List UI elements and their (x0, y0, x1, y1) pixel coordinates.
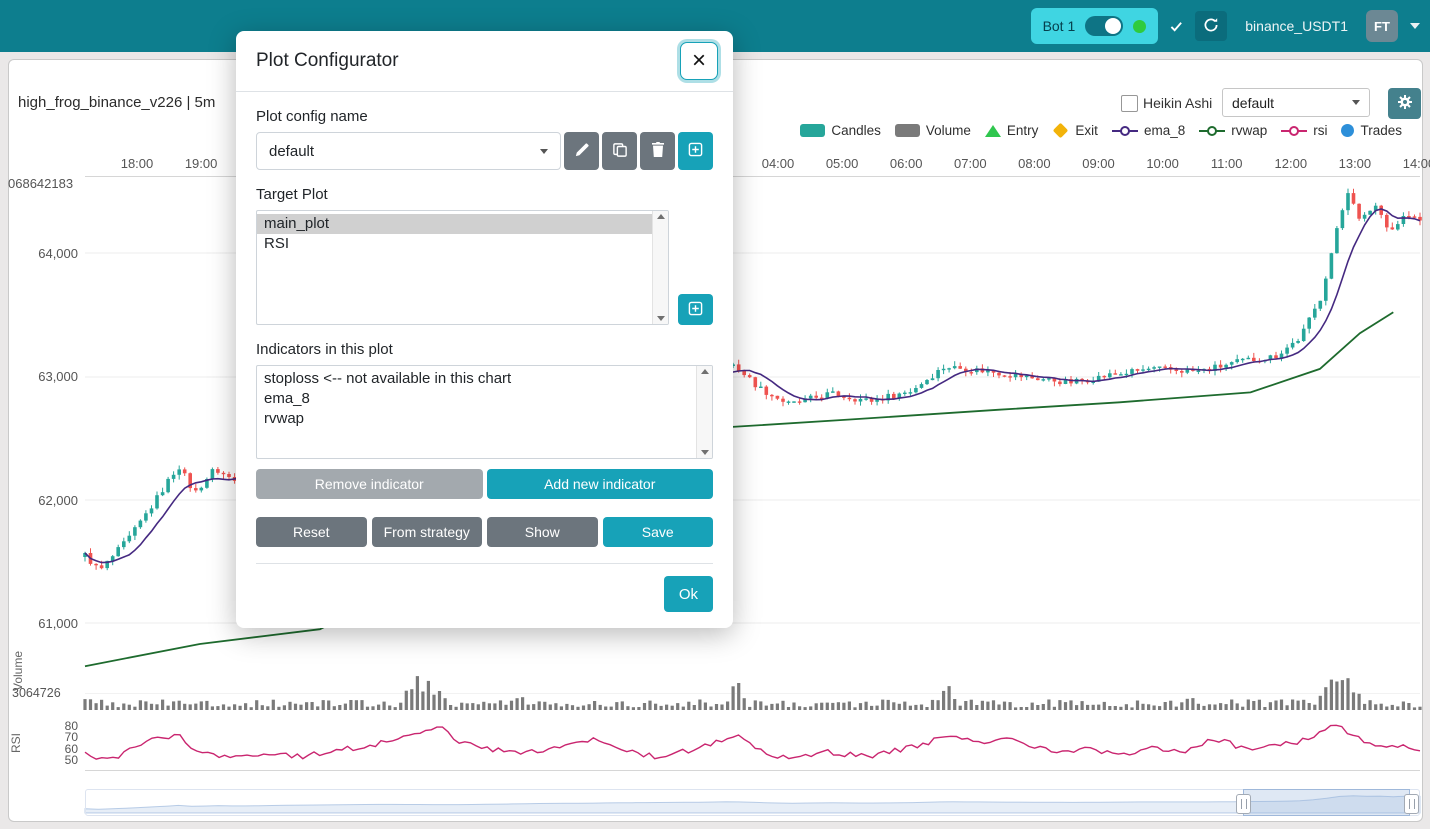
config-actions-row: Reset From strategy Show Save (256, 517, 713, 547)
grip-icon (1408, 799, 1415, 809)
plot-config-select-value: default (269, 142, 315, 160)
chevron-down-icon (1352, 100, 1360, 105)
scroll-down-icon (656, 316, 665, 321)
dialog-header: Plot Configurator × (236, 31, 733, 92)
legend-label: ema_8 (1143, 123, 1186, 138)
target-plot-row: main_plot RSI (256, 210, 713, 325)
legend-label: Entry (1006, 123, 1039, 138)
legend-label: Volume (925, 123, 971, 138)
trades-legend-marker-icon (1341, 124, 1355, 137)
datazoom-handle-left[interactable] (1236, 794, 1251, 814)
grip-icon (1240, 799, 1247, 809)
rsi-legend-marker-icon (1281, 125, 1308, 137)
list-item[interactable]: main_plot (257, 214, 652, 234)
remove-indicator-button[interactable]: Remove indicator (256, 469, 483, 499)
ok-button[interactable]: Ok (663, 576, 713, 612)
plot-config-header-value: default (1232, 94, 1275, 111)
legend-label: Candles (831, 123, 881, 138)
indicators-label: Indicators in this plot (256, 341, 393, 358)
volume-legend-marker-icon (894, 124, 920, 137)
exit-legend-marker-icon (1053, 122, 1069, 139)
legend-label: rvwap (1231, 123, 1268, 138)
candles-legend-marker-icon (800, 124, 826, 137)
duplicate-config-button[interactable] (602, 132, 637, 170)
target-plot-list[interactable]: main_plot RSI (256, 210, 669, 325)
copy-icon (612, 142, 627, 160)
bot-instance-label: binance_USDT1 (1245, 18, 1348, 34)
rvwap-legend-marker-icon (1199, 125, 1226, 137)
datazoom-handle-right[interactable] (1404, 794, 1419, 814)
datazoom-track[interactable] (85, 789, 1420, 816)
legend-item-entry[interactable]: Entry (984, 123, 1039, 138)
indicators-list[interactable]: stoploss <-- not available in this chart… (256, 365, 713, 459)
bot-online-dot (1133, 19, 1147, 33)
chevron-down-icon (540, 148, 548, 154)
plot-config-select[interactable]: default (256, 132, 561, 170)
legend-label: Trades (1360, 123, 1402, 138)
trash-icon (651, 142, 665, 160)
add-new-indicator-button[interactable]: Add new indicator (486, 469, 713, 499)
plot-config-header-select[interactable]: default (1222, 88, 1370, 117)
heikin-ashi-checkbox[interactable] (1121, 95, 1138, 112)
plus-square-icon (688, 142, 703, 160)
datazoom-selected-range[interactable] (1243, 789, 1410, 816)
bot-selector[interactable]: Bot 1 (1030, 8, 1159, 44)
list-item[interactable]: rvwap (264, 410, 305, 427)
dialog-title: Plot Configurator (256, 50, 399, 71)
scroll-up-icon (700, 369, 709, 374)
pencil-icon (575, 142, 589, 160)
dialog-body: Plot config name default Target Plot mai… (236, 92, 733, 628)
toggle-knob (1105, 18, 1122, 34)
show-button[interactable]: Show (487, 517, 598, 547)
legend-item-trades[interactable]: Trades (1341, 123, 1402, 138)
save-button[interactable]: Save (602, 517, 713, 547)
indicator-actions-row: Remove indicator Add new indicator (256, 469, 713, 499)
ema_8-legend-marker-icon (1111, 125, 1138, 137)
gear-icon (1397, 94, 1413, 113)
list-item[interactable]: RSI (264, 235, 290, 252)
bot-check-icon (1170, 20, 1183, 33)
edit-config-button[interactable] (564, 132, 599, 170)
add-plot-button[interactable] (678, 294, 713, 325)
list-item[interactable]: stoploss <-- not available in this chart (264, 370, 512, 387)
plot-configurator-dialog: Plot Configurator × Plot config name def… (236, 31, 733, 628)
avatar[interactable]: FT (1366, 10, 1398, 42)
delete-config-button[interactable] (640, 132, 675, 170)
legend-label: rsi (1313, 123, 1328, 138)
legend-item-rsi[interactable]: rsi (1281, 123, 1327, 138)
plot-config-name-label: Plot config name (256, 108, 368, 125)
entry-legend-marker-icon (984, 124, 1001, 137)
legend-item-rvwap[interactable]: rvwap (1199, 123, 1267, 138)
refresh-icon (1203, 17, 1219, 36)
reset-button[interactable]: Reset (256, 517, 367, 547)
legend-item-candles[interactable]: Candles (800, 123, 881, 138)
bot-name: Bot 1 (1042, 18, 1076, 34)
target-plot-label: Target Plot (256, 186, 328, 203)
caret-down-icon (1410, 23, 1420, 29)
bot-toggle[interactable] (1085, 16, 1124, 36)
plus-square-icon (688, 301, 703, 319)
config-name-row: default (256, 132, 713, 170)
list-item[interactable]: ema_8 (264, 390, 310, 407)
close-button[interactable]: × (680, 42, 718, 80)
refresh-button[interactable] (1195, 11, 1228, 41)
legend-item-exit[interactable]: Exit (1052, 122, 1098, 139)
legend-item-volume[interactable]: Volume (894, 123, 971, 138)
dialog-footer: Ok (256, 563, 713, 628)
plot-settings-button[interactable] (1388, 88, 1421, 119)
scrollbar[interactable] (696, 366, 712, 458)
legend-item-ema_8[interactable]: ema_8 (1111, 123, 1186, 138)
scroll-up-icon (656, 214, 665, 219)
legend-label: Exit (1075, 123, 1098, 138)
chart-legend: Candles Volume Entry Exit ema_8 rvwap rsi Trade… (800, 122, 1402, 139)
from-strategy-button[interactable]: From strategy (371, 517, 482, 547)
add-config-button[interactable] (678, 132, 713, 170)
scroll-down-icon (700, 450, 709, 455)
scrollbar[interactable] (652, 211, 668, 324)
